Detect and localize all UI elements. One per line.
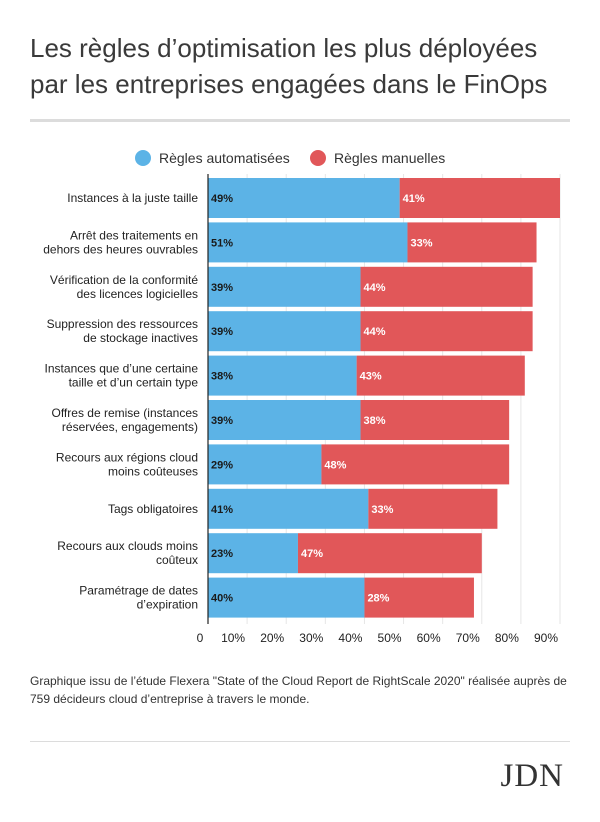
data-label-manual-4: 43% [360,371,382,383]
data-label-automated-6: 29% [211,459,233,471]
category-label-1-line-0: Arrêt des traitements en [70,228,198,242]
x-tick-label-0: 0 [197,631,204,645]
bar-manual-8 [297,533,482,574]
category-label-2-line-0: Vérification de la conformité [50,273,198,287]
data-label-automated-4: 38% [211,371,233,383]
bar-manual-9 [364,577,474,618]
x-tick-label-60: 60% [417,631,441,645]
x-tick-label-50: 50% [378,631,402,645]
category-label-3-line-1: de stockage inactives [83,331,198,345]
category-label-9-line-1: d’expiration [137,598,198,612]
chart-title-line-1: Les règles d’optimisation les plus déplo… [30,33,538,63]
bar-manual-5 [360,400,510,440]
chart-footnote: Graphique issu de l’étude Flexera "State… [30,674,567,706]
x-tick-label-80: 80% [495,631,519,645]
category-label-5-line-0: Offres de remise (instances [51,406,198,420]
jdn-logo: JDN [500,758,564,794]
x-tick-label-70: 70% [456,631,480,645]
bar-manual-0 [399,178,560,218]
category-label-4-line-0: Instances que d’une certaine [45,362,199,376]
legend-item-automated: Règles automatisées [135,150,290,166]
chart-legend: Règles automatisées Règles manuelles [0,150,600,174]
category-label-6-line-1: moins coûteuses [108,464,198,478]
bar-automated-6 [208,444,322,485]
bar-automated-9 [208,577,365,618]
data-label-manual-7: 33% [371,504,393,516]
data-label-automated-0: 49% [211,193,233,205]
legend-item-manual: Règles manuelles [310,150,445,166]
data-label-automated-2: 39% [211,282,233,294]
category-label-8-line-1: coûteux [156,553,198,567]
data-label-manual-0: 41% [403,193,425,205]
chart-title: Les règles d’optimisation les plus déplo… [30,30,575,102]
data-label-manual-9: 28% [367,593,389,605]
data-label-automated-5: 39% [211,415,233,427]
category-label-7-line-0: Tags obligatoires [108,502,198,516]
legend-label-automated: Règles automatisées [159,150,290,166]
bar-automated-2 [208,266,361,307]
bar-automated-8 [208,533,298,574]
x-tick-label-90: 90% [534,631,558,645]
category-label-9-line-0: Paramétrage de dates [79,584,198,598]
title-divider [30,119,570,122]
bar-manual-2 [360,266,533,307]
legend-swatch-manual [310,150,326,166]
category-label-1-line-1: dehors des heures ouvrables [43,242,198,256]
data-label-manual-1: 33% [410,237,432,249]
data-label-manual-6: 48% [324,459,346,471]
data-label-automated-1: 51% [211,237,233,249]
x-tick-label-10: 10% [221,631,245,645]
bar-automated-4 [208,355,357,396]
data-label-automated-8: 23% [211,548,233,560]
data-label-manual-3: 44% [364,326,386,338]
bar-manual-3 [360,311,533,352]
legend-label-manual: Règles manuelles [334,150,446,166]
data-label-automated-3: 39% [211,326,233,338]
category-label-5-line-1: réservées, engagements) [62,420,198,434]
x-tick-label-30: 30% [299,631,323,645]
stacked-bar-chart: 49% 41% Instances à la juste taille 51% 33% A… [43,174,561,645]
bar-automated-1 [208,222,408,263]
category-label-6-line-0: Recours aux régions cloud [56,450,198,464]
bar-manual-7 [368,488,498,529]
bar-automated-7 [208,488,369,529]
x-tick-label-20: 20% [260,631,284,645]
x-tick-label-40: 40% [338,631,362,645]
category-label-0-line-0: Instances à la juste taille [67,191,198,205]
category-label-8-line-0: Recours aux clouds moins [57,539,198,553]
bar-manual-1 [407,222,537,263]
legend-swatch-automated [135,150,151,166]
data-label-manual-8: 47% [301,548,323,560]
bar-automated-5 [208,400,361,440]
data-label-manual-5: 38% [364,415,386,427]
footer-divider [30,741,570,742]
bar-automated-3 [208,311,361,352]
category-label-2-line-1: des licences logicielles [77,287,198,301]
bar-manual-6 [321,444,510,485]
data-label-automated-7: 41% [211,504,233,516]
bar-automated-0 [208,178,400,218]
bar-manual-4 [356,355,525,396]
category-label-4-line-1: taille et d’un certain type [69,376,199,390]
data-label-automated-9: 40% [211,593,233,605]
chart-title-line-2: par les entreprises engagées dans le Fin… [30,69,548,99]
data-label-manual-2: 44% [364,282,386,294]
category-label-3-line-0: Suppression des ressources [47,317,198,331]
